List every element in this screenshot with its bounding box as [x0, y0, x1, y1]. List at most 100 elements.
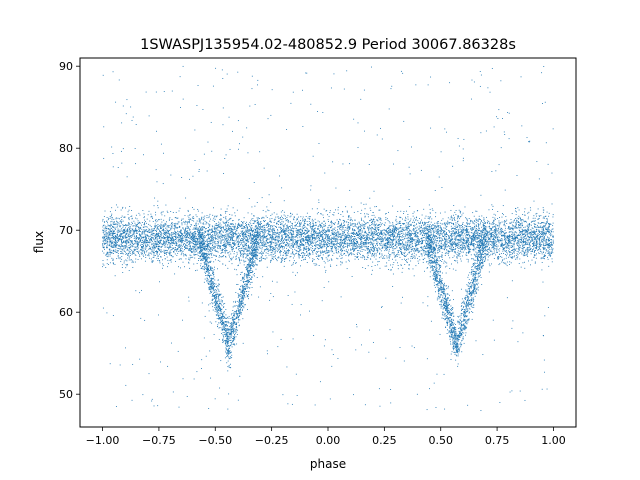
data-point [296, 230, 298, 232]
data-point [299, 255, 301, 257]
data-point [274, 234, 276, 236]
data-point [138, 238, 140, 240]
data-point [122, 230, 124, 232]
data-point [477, 243, 478, 245]
data-point [291, 223, 293, 225]
data-point [126, 246, 128, 248]
data-point [432, 243, 434, 245]
data-point [307, 242, 308, 244]
data-point [393, 254, 395, 256]
data-point [118, 245, 120, 247]
data-point [228, 244, 230, 245]
data-point [429, 226, 431, 228]
data-point [184, 230, 186, 232]
data-point [338, 246, 340, 248]
data-point [235, 223, 237, 225]
data-point [199, 240, 201, 242]
data-point [308, 230, 310, 232]
data-point [508, 242, 510, 243]
data-point [534, 226, 536, 228]
data-point [508, 228, 510, 230]
data-point [109, 250, 111, 252]
data-point [450, 239, 452, 241]
data-point [139, 235, 141, 237]
data-point [430, 248, 432, 249]
data-point [333, 245, 335, 247]
data-point [289, 225, 291, 227]
data-point [536, 245, 537, 247]
data-point [339, 242, 341, 244]
data-point [516, 257, 518, 258]
data-point [419, 229, 421, 231]
data-point [106, 247, 108, 249]
data-point [394, 248, 396, 250]
data-point [533, 244, 535, 246]
data-point [141, 236, 143, 238]
data-point [346, 251, 348, 253]
data-point [441, 252, 443, 254]
data-point [503, 258, 505, 260]
data-point [228, 260, 230, 262]
data-point [421, 253, 423, 255]
data-point [327, 238, 328, 240]
data-point [506, 219, 508, 221]
data-point [289, 256, 291, 258]
data-point [377, 238, 379, 240]
data-point [502, 239, 504, 241]
data-point [405, 244, 407, 246]
data-point [335, 209, 336, 211]
data-point [127, 242, 129, 244]
data-point [526, 232, 528, 234]
data-point [175, 243, 177, 245]
data-point [194, 234, 196, 236]
data-point [148, 242, 150, 244]
data-point [415, 254, 417, 256]
data-point [129, 240, 131, 242]
data-point [159, 229, 161, 231]
data-point [283, 265, 285, 267]
data-point [334, 244, 336, 246]
data-point [260, 227, 262, 229]
data-point [396, 255, 398, 257]
data-point [220, 247, 222, 249]
data-point [275, 233, 277, 235]
data-point [123, 240, 125, 242]
data-point [394, 243, 396, 245]
data-point [247, 249, 249, 251]
data-point [271, 242, 273, 244]
data-point [483, 241, 485, 243]
data-point [433, 234, 435, 236]
data-point [283, 239, 285, 241]
data-point [519, 240, 521, 242]
data-point [322, 232, 324, 234]
data-point [298, 231, 300, 233]
data-point [245, 230, 247, 232]
data-point [522, 246, 524, 247]
data-point [313, 233, 315, 235]
data-point [525, 240, 527, 242]
data-point [455, 222, 457, 224]
data-point [243, 221, 245, 223]
data-point [104, 243, 106, 244]
data-point [416, 234, 418, 236]
data-point [352, 243, 354, 245]
data-point [413, 248, 415, 250]
data-point [126, 260, 128, 262]
data-point [284, 238, 286, 240]
data-point [306, 239, 307, 241]
data-point [167, 225, 169, 227]
data-point [525, 242, 527, 243]
data-point [351, 231, 353, 233]
data-point [339, 233, 341, 235]
data-point [477, 237, 479, 239]
data-point [163, 243, 165, 245]
data-point [453, 238, 455, 240]
data-point [109, 211, 111, 213]
data-point [162, 244, 164, 246]
data-point [115, 226, 117, 228]
data-point [459, 225, 460, 227]
data-point [313, 249, 314, 251]
data-point [303, 223, 305, 225]
data-point [240, 255, 242, 257]
data-point [388, 229, 390, 231]
